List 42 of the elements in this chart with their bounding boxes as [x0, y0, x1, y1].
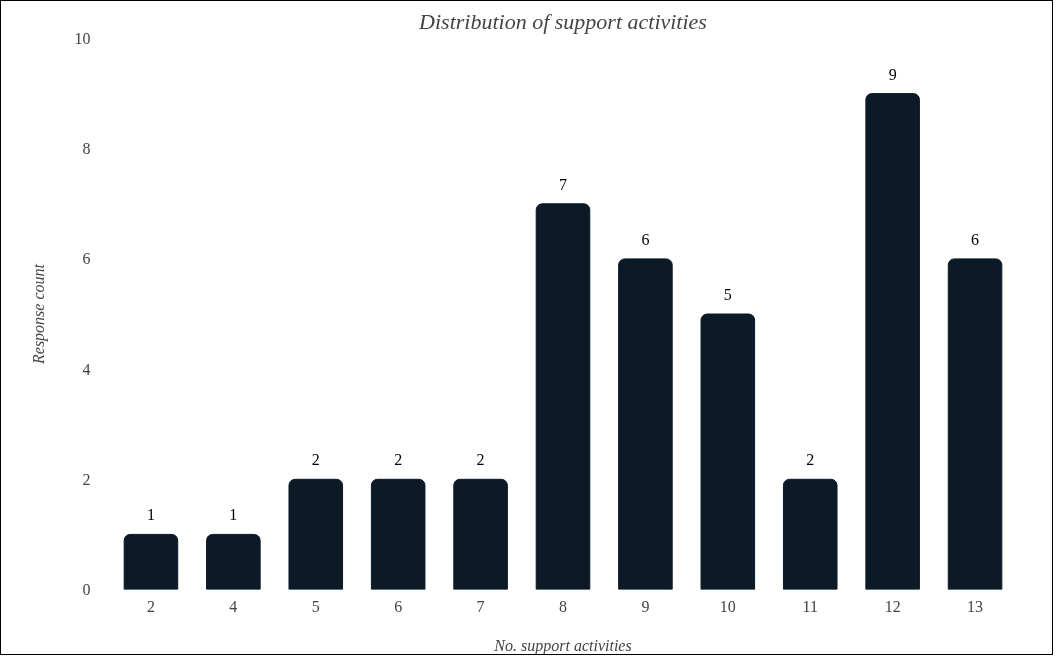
data-label: 2	[806, 451, 815, 469]
y-tick-label: 6	[82, 250, 91, 268]
bar	[123, 533, 179, 590]
y-tick-label: 0	[82, 581, 91, 598]
x-tick-label: 13	[967, 597, 984, 615]
bar	[865, 93, 920, 590]
x-tick-label: 12	[884, 597, 901, 615]
y-axis-title: Response count	[29, 263, 48, 365]
y-tick-label: 8	[82, 140, 91, 158]
x-tick-label: 6	[394, 597, 403, 615]
bar	[782, 478, 838, 590]
x-tick-label: 11	[802, 597, 818, 615]
x-tick-label: 2	[146, 597, 155, 615]
bar	[947, 258, 1003, 590]
x-tick-label: 10	[719, 597, 736, 615]
x-tick-label: 8	[559, 597, 567, 615]
y-tick-label: 2	[82, 470, 91, 488]
data-label: 9	[888, 65, 897, 83]
x-tick-label: 9	[641, 597, 650, 615]
data-label: 2	[311, 451, 320, 469]
x-axis-title: No. support activities	[493, 636, 632, 655]
x-tick-label: 5	[311, 597, 320, 615]
bar	[370, 478, 426, 590]
bar	[288, 478, 344, 590]
data-label: 7	[559, 175, 567, 193]
chart-title: Distribution of support activities	[418, 8, 707, 34]
data-label: 1	[146, 506, 155, 524]
bar	[535, 203, 591, 590]
bar	[453, 478, 508, 590]
data-label: 6	[971, 230, 980, 248]
data-label: 2	[476, 451, 485, 469]
x-tick-label: 4	[229, 597, 238, 615]
data-label: 6	[641, 230, 650, 248]
bar	[206, 533, 261, 590]
y-tick-label: 4	[82, 360, 91, 378]
data-label: 2	[394, 451, 403, 469]
data-label: 1	[229, 506, 238, 524]
bar	[700, 313, 756, 590]
y-tick-label: 10	[74, 30, 91, 47]
x-tick-label: 7	[476, 597, 485, 615]
bar	[618, 258, 673, 590]
data-label: 5	[723, 286, 732, 303]
